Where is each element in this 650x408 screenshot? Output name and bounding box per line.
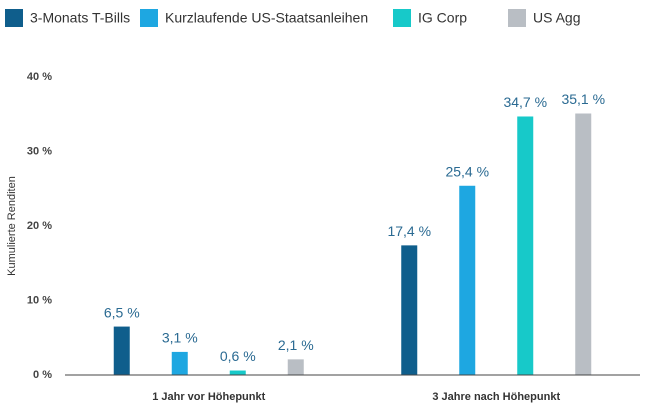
value-label: 2,1 %: [278, 337, 314, 353]
legend-text: US Agg: [533, 10, 580, 26]
legend-swatch: [508, 9, 526, 27]
legend-text: 3-Monats T-Bills: [30, 10, 130, 26]
x-tick-label: 1 Jahr vor Höhepunkt: [152, 391, 265, 403]
value-label: 6,5 %: [104, 304, 140, 320]
y-axis-title: Kumulierte Renditen: [6, 176, 18, 276]
y-tick-label: 30 %: [27, 145, 52, 157]
bar: [517, 116, 534, 376]
legend-swatch: [5, 9, 23, 27]
value-label: 25,4 %: [445, 163, 489, 179]
bar: [171, 351, 188, 375]
legend-text: IG Corp: [418, 10, 467, 26]
bar: [113, 326, 130, 375]
bar: [459, 185, 476, 375]
bar: [229, 370, 246, 375]
value-label: 17,4 %: [387, 223, 431, 239]
bar: [287, 359, 304, 375]
value-label: 34,7 %: [503, 94, 547, 110]
bar: [401, 245, 418, 375]
value-label: 35,1 %: [561, 91, 605, 107]
legend-swatch: [140, 9, 158, 27]
legend-text: Kurzlaufende US-Staatsanleihen: [165, 10, 368, 26]
value-label: 0,6 %: [220, 348, 256, 364]
x-tick-label: 3 Jahre nach Höhepunkt: [432, 391, 560, 403]
y-tick-label: 20 %: [27, 220, 52, 232]
value-label: 3,1 %: [162, 330, 198, 346]
y-tick-label: 40 %: [27, 71, 52, 83]
y-tick-label: 10 %: [27, 294, 52, 306]
legend-swatch: [393, 9, 411, 27]
y-tick-label: 0 %: [33, 369, 52, 381]
bar: [575, 113, 592, 375]
